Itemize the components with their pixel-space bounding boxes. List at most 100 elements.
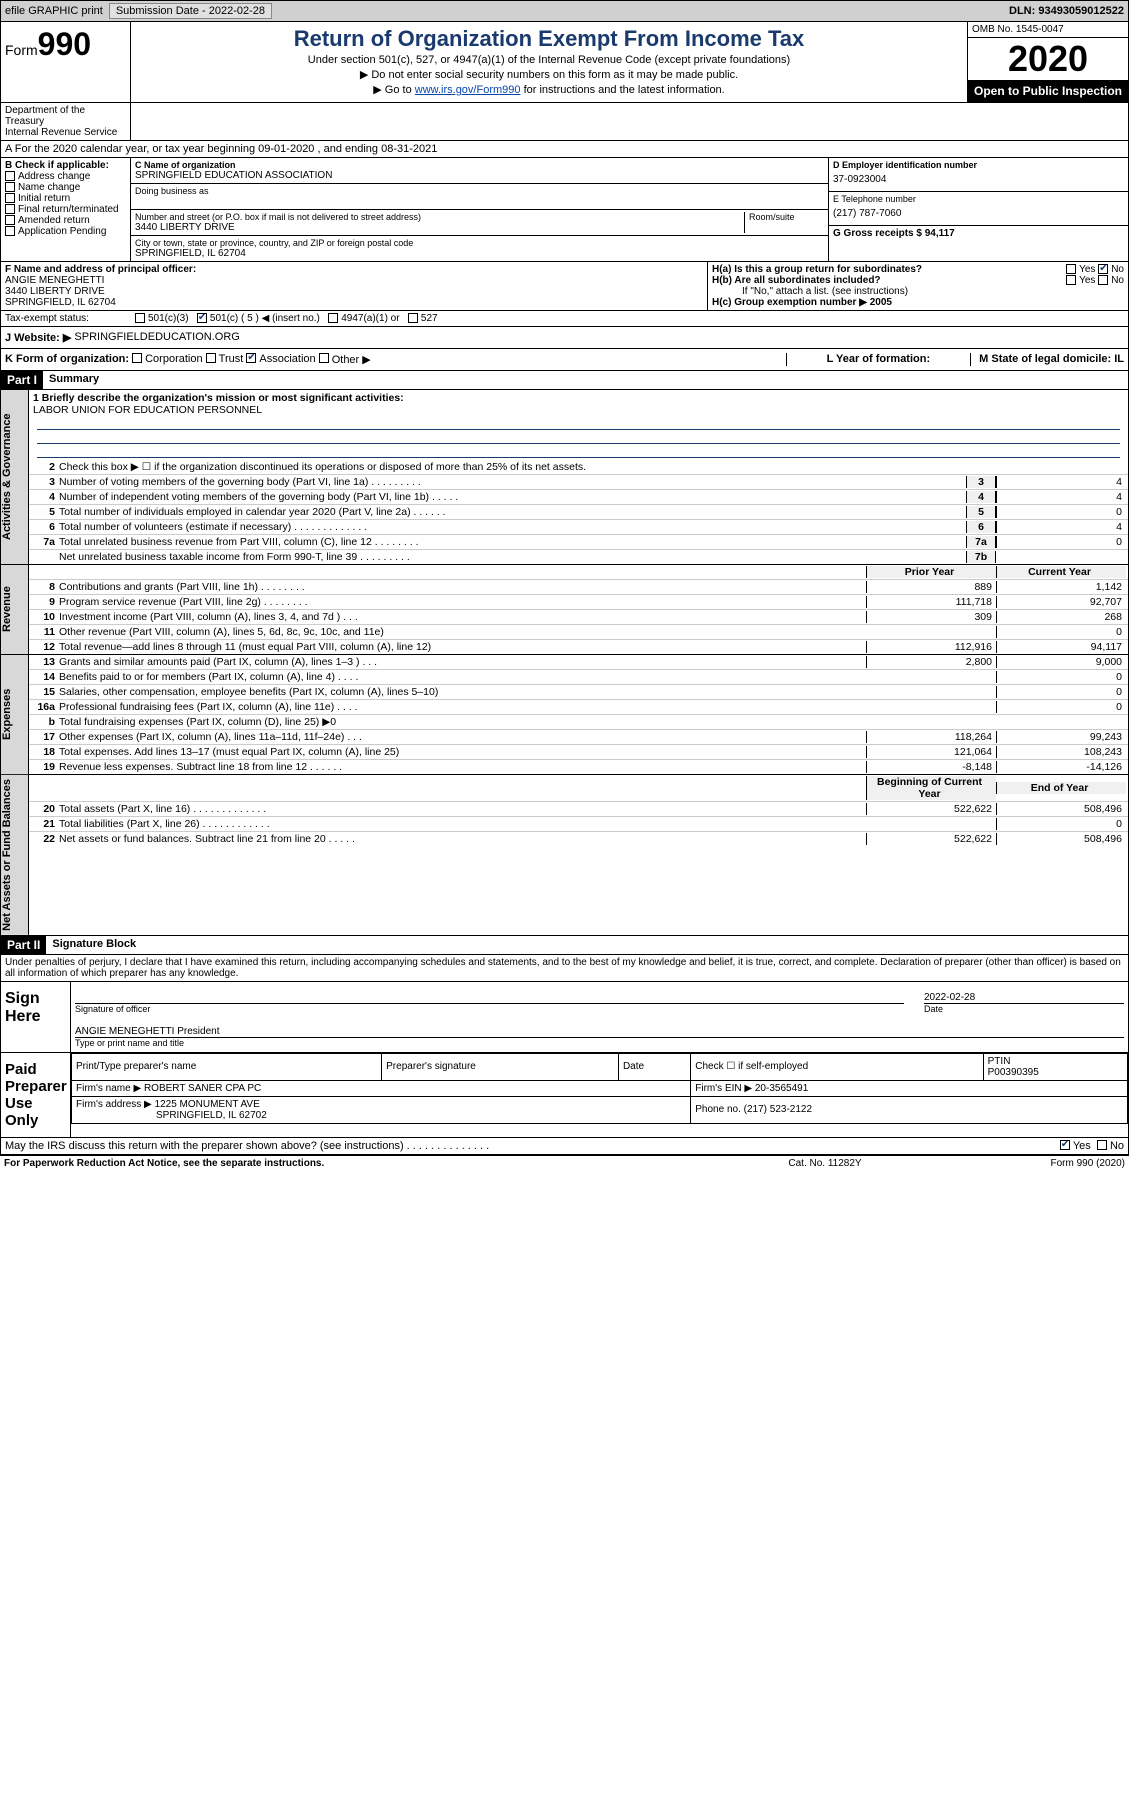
part1-title: Summary xyxy=(43,371,105,389)
firm-name-cell: Firm's name ▶ ROBERT SANER CPA PC xyxy=(72,1080,691,1096)
cb-initial-return[interactable]: Initial return xyxy=(5,193,126,204)
table-row: 14Benefits paid to or for members (Part … xyxy=(29,670,1128,685)
corp-label: Corporation xyxy=(145,353,202,366)
gross-label: G Gross receipts $ 94,117 xyxy=(833,228,1124,239)
hc-row: H(c) Group exemption number ▶ 2005 xyxy=(712,297,1124,308)
cb-label: Final return/terminated xyxy=(18,204,119,215)
mission-label: 1 Briefly describe the organization's mi… xyxy=(33,392,1124,404)
cb-label: Initial return xyxy=(18,193,70,204)
netassets-header-row: Beginning of Current Year End of Year xyxy=(29,775,1128,802)
part1-label: Part I xyxy=(1,371,43,389)
subtitle-3: ▶ Go to www.irs.gov/Form990 for instruct… xyxy=(135,83,963,96)
cb-address-change[interactable]: Address change xyxy=(5,171,126,182)
submission-date-button[interactable]: Submission Date - 2022-02-28 xyxy=(109,3,272,19)
4947a1-label: 4947(a)(1) or xyxy=(341,313,399,324)
yes-label: Yes xyxy=(1079,275,1095,286)
subtitle-2: ▶ Do not enter social security numbers o… xyxy=(135,68,963,81)
table-row: 17Other expenses (Part IX, column (A), l… xyxy=(29,730,1128,745)
cb-name-change[interactable]: Name change xyxy=(5,182,126,193)
dept-row: Department of the Treasury Internal Reve… xyxy=(0,103,1129,141)
ein-value: 37-0923004 xyxy=(833,170,1124,189)
street-value: 3440 LIBERTY DRIVE xyxy=(135,222,744,233)
section-h: H(a) Is this a group return for subordin… xyxy=(708,262,1128,310)
ptin-value: P00390395 xyxy=(988,1067,1039,1078)
subtitle-1: Under section 501(c), 527, or 4947(a)(1)… xyxy=(135,54,963,66)
section-c: C Name of organization SPRINGFIELD EDUCA… xyxy=(131,158,828,261)
discuss-yes: Yes xyxy=(1073,1140,1091,1152)
go-to-suffix: for instructions and the latest informat… xyxy=(521,84,725,96)
table-row: 15Salaries, other compensation, employee… xyxy=(29,685,1128,700)
part2-label: Part II xyxy=(1,936,46,954)
officer-street: 3440 LIBERTY DRIVE xyxy=(5,286,703,297)
website-label: J Website: ▶ xyxy=(5,331,71,344)
preparer-table: Print/Type preparer's name Preparer's si… xyxy=(71,1053,1128,1124)
governance-tab: Activities & Governance xyxy=(1,390,29,564)
section-f: F Name and address of principal officer:… xyxy=(1,262,708,310)
footer-form: Form 990 (2020) xyxy=(925,1158,1125,1169)
prior-year-hdr: Prior Year xyxy=(866,566,996,578)
part2-title: Signature Block xyxy=(46,936,142,954)
ptin-label: PTIN xyxy=(988,1056,1011,1067)
table-row: 21Total liabilities (Part X, line 26) . … xyxy=(29,817,1128,832)
firm-city: SPRINGFIELD, IL 62702 xyxy=(76,1110,267,1121)
header-center: Return of Organization Exempt From Incom… xyxy=(131,22,968,102)
sig-date: 2022-02-28 xyxy=(924,986,1124,1004)
phone-value: (217) 523-2122 xyxy=(744,1104,812,1115)
efile-label: efile GRAPHIC print xyxy=(5,5,103,17)
paid-preparer-label: Paid Preparer Use Only xyxy=(1,1053,71,1137)
table-row: 13Grants and similar amounts paid (Part … xyxy=(29,655,1128,670)
table-row: 18Total expenses. Add lines 13–17 (must … xyxy=(29,745,1128,760)
type-name-label: Type or print name and title xyxy=(75,1038,1124,1048)
footer: For Paperwork Reduction Act Notice, see … xyxy=(0,1155,1129,1171)
footer-left: For Paperwork Reduction Act Notice, see … xyxy=(4,1158,725,1169)
ha-label: H(a) Is this a group return for subordin… xyxy=(712,264,922,275)
firm-ein-cell: Firm's EIN ▶ 20-3565491 xyxy=(691,1080,1128,1096)
ha-row: H(a) Is this a group return for subordin… xyxy=(712,264,1124,275)
officer-name-line: ANGIE MENEGHETTI President xyxy=(75,1020,1124,1038)
cb-label: Name change xyxy=(18,182,80,193)
table-row: 12Total revenue—add lines 8 through 11 (… xyxy=(29,640,1128,654)
omb-number: OMB No. 1545-0047 xyxy=(968,22,1128,38)
section-b: B Check if applicable: Address change Na… xyxy=(1,158,131,261)
tax-year: 2020 xyxy=(968,38,1128,80)
go-to-prefix: ▶ Go to xyxy=(373,84,414,96)
cb-label: Amended return xyxy=(18,215,90,226)
self-employed-cell: Check ☐ if self-employed xyxy=(691,1053,983,1080)
header-right: OMB No. 1545-0047 2020 Open to Public In… xyxy=(968,22,1128,102)
part2-header: Part II Signature Block xyxy=(0,936,1129,955)
room-label: Room/suite xyxy=(749,212,824,222)
discuss-text: May the IRS discuss this return with the… xyxy=(5,1140,1060,1152)
paid-preparer-row: Paid Preparer Use Only Print/Type prepar… xyxy=(0,1053,1129,1138)
tax-exempt-row: Tax-exempt status: 501(c)(3) 501(c) ( 5 … xyxy=(0,311,1129,327)
table-row: 10Investment income (Part VIII, column (… xyxy=(29,610,1128,625)
cb-application-pending[interactable]: Application Pending xyxy=(5,226,126,237)
part1-header: Part I Summary xyxy=(0,371,1129,390)
phone-cell: Phone no. (217) 523-2122 xyxy=(691,1096,1128,1123)
cb-final-return[interactable]: Final return/terminated xyxy=(5,204,126,215)
firm-name-label: Firm's name ▶ xyxy=(76,1083,141,1094)
no-label: No xyxy=(1111,264,1124,275)
beg-year-hdr: Beginning of Current Year xyxy=(866,776,996,800)
tax-year-row: A For the 2020 calendar year, or tax yea… xyxy=(0,141,1129,158)
street-cell: Number and street (or P.O. box if mail i… xyxy=(131,210,828,236)
section-d: D Employer identification number 37-0923… xyxy=(828,158,1128,261)
mission-block: 1 Briefly describe the organization's mi… xyxy=(29,390,1128,460)
city-cell: City or town, state or province, country… xyxy=(131,236,828,261)
sign-here-label: Sign Here xyxy=(1,982,71,1052)
table-row: Net unrelated business taxable income fr… xyxy=(29,550,1128,564)
topbar: efile GRAPHIC print Submission Date - 20… xyxy=(0,0,1129,22)
instructions-link[interactable]: www.irs.gov/Form990 xyxy=(415,84,521,96)
street-label: Number and street (or P.O. box if mail i… xyxy=(135,212,744,222)
cb-amended-return[interactable]: Amended return xyxy=(5,215,126,226)
phone-label: Phone no. xyxy=(695,1104,741,1115)
expenses-section: Expenses 13Grants and similar amounts pa… xyxy=(0,655,1129,775)
discuss-no: No xyxy=(1110,1140,1124,1152)
city-label: City or town, state or province, country… xyxy=(135,238,824,248)
revenue-content: Prior Year Current Year 8Contributions a… xyxy=(29,565,1128,654)
ein-cell: D Employer identification number 37-0923… xyxy=(829,158,1128,192)
gross-cell: G Gross receipts $ 94,117 xyxy=(829,226,1128,241)
l-label: L Year of formation: xyxy=(786,353,971,366)
netassets-tab: Net Assets or Fund Balances xyxy=(1,775,29,935)
k-label: K Form of organization: xyxy=(5,353,129,366)
501c5-label: 501(c) ( 5 ) ◀ (insert no.) xyxy=(210,313,320,324)
